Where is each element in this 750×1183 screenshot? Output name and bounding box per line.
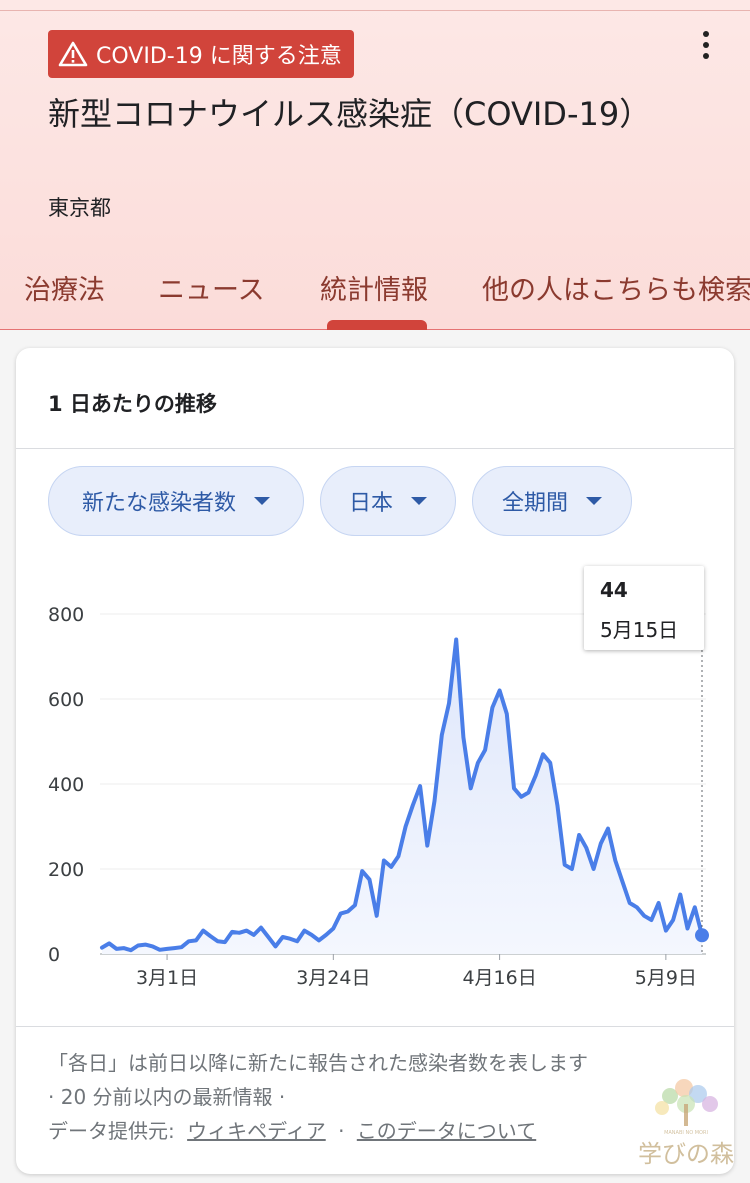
card-divider [16, 1026, 734, 1027]
warning-icon [58, 41, 88, 67]
alert-label: COVID-19 に関する注意 [96, 44, 342, 69]
active-tab-indicator [327, 320, 427, 330]
more-options-icon[interactable] [692, 28, 720, 62]
metric-filter-dropdown[interactable]: 新たな感染者数 [48, 466, 304, 536]
region-filter-dropdown[interactable]: 日本 [320, 466, 456, 536]
watermark-text: 学びの森 [638, 1140, 734, 1168]
tab-related-searches[interactable]: 他の人はこちらも検索 [482, 275, 750, 306]
source-label: データ提供元: [48, 1119, 175, 1143]
period-filter-label: 全期間 [501, 491, 568, 516]
region-filter-label: 日本 [348, 491, 393, 516]
y-tick-label: 800 [48, 604, 84, 626]
card-title: 1 日あたりの推移 [48, 392, 217, 416]
footer-note: 「各日」は前日以降に新たに報告された感染者数を表します [48, 1051, 588, 1075]
x-tick-label: 5月9日 [635, 967, 697, 989]
wikipedia-link[interactable]: ウィキペディア [187, 1119, 326, 1143]
page-title: 新型コロナウイルス感染症（COVID-19） [48, 95, 652, 133]
x-tick-label: 3月24日 [296, 967, 370, 989]
y-tick-label: 0 [48, 944, 60, 966]
site-watermark-logo: 学びの森 MANABI NO MORI [638, 1079, 734, 1168]
top-divider [0, 10, 750, 11]
tooltip-date: 5月15日 [600, 618, 679, 642]
daily-cases-chart[interactable]: 0 200 400 600 800 3月1日 3月24日 4月16日 5月9日 [16, 558, 734, 1008]
covid-alert-badge[interactable]: COVID-19 に関する注意 [48, 30, 354, 78]
knowledge-panel-header: COVID-19 に関する注意 新型コロナウイルス感染症（COVID-19） 東… [0, 0, 750, 330]
dropdown-arrow-icon [254, 497, 270, 505]
card-footer: 「各日」は前日以降に新たに報告された感染者数を表します · 20 分前以内の最新… [48, 1046, 718, 1148]
region-label: 東京都 [48, 196, 111, 220]
series-line [100, 637, 704, 953]
y-tick-label: 200 [48, 859, 84, 881]
x-tick-label: 4月16日 [462, 967, 536, 989]
footer-source: データ提供元: ウィキペディア · このデータについて [48, 1114, 718, 1148]
y-tick-label: 400 [48, 774, 84, 796]
dropdown-arrow-icon [586, 497, 602, 505]
dropdown-arrow-icon [411, 497, 427, 505]
tab-treatment[interactable]: 治療法 [24, 275, 105, 306]
watermark-subtext: MANABI NO MORI [664, 1130, 708, 1136]
card-divider [16, 448, 734, 449]
tab-news[interactable]: ニュース [158, 275, 265, 306]
metric-filter-label: 新たな感染者数 [81, 491, 236, 516]
footer-separator: · [338, 1119, 345, 1143]
x-tick-label: 3月1日 [136, 967, 198, 989]
tooltip-value: 44 [600, 578, 628, 602]
about-data-link[interactable]: このデータについて [356, 1119, 537, 1143]
highlight-point [695, 928, 709, 943]
footer-updated: · 20 分前以内の最新情報 · [48, 1085, 286, 1109]
y-tick-label: 600 [48, 689, 84, 711]
tab-statistics[interactable]: 統計情報 [320, 275, 428, 306]
tab-bar: 治療法 ニュース 統計情報 他の人はこちらも検索 [0, 262, 750, 330]
series-area [102, 639, 702, 954]
daily-trend-card: 1 日あたりの推移 新たな感染者数 日本 全期間 0 200 400 600 800 3月… [16, 348, 734, 1174]
period-filter-dropdown[interactable]: 全期間 [472, 466, 632, 536]
chart-tooltip: 44 5月15日 [584, 566, 704, 650]
